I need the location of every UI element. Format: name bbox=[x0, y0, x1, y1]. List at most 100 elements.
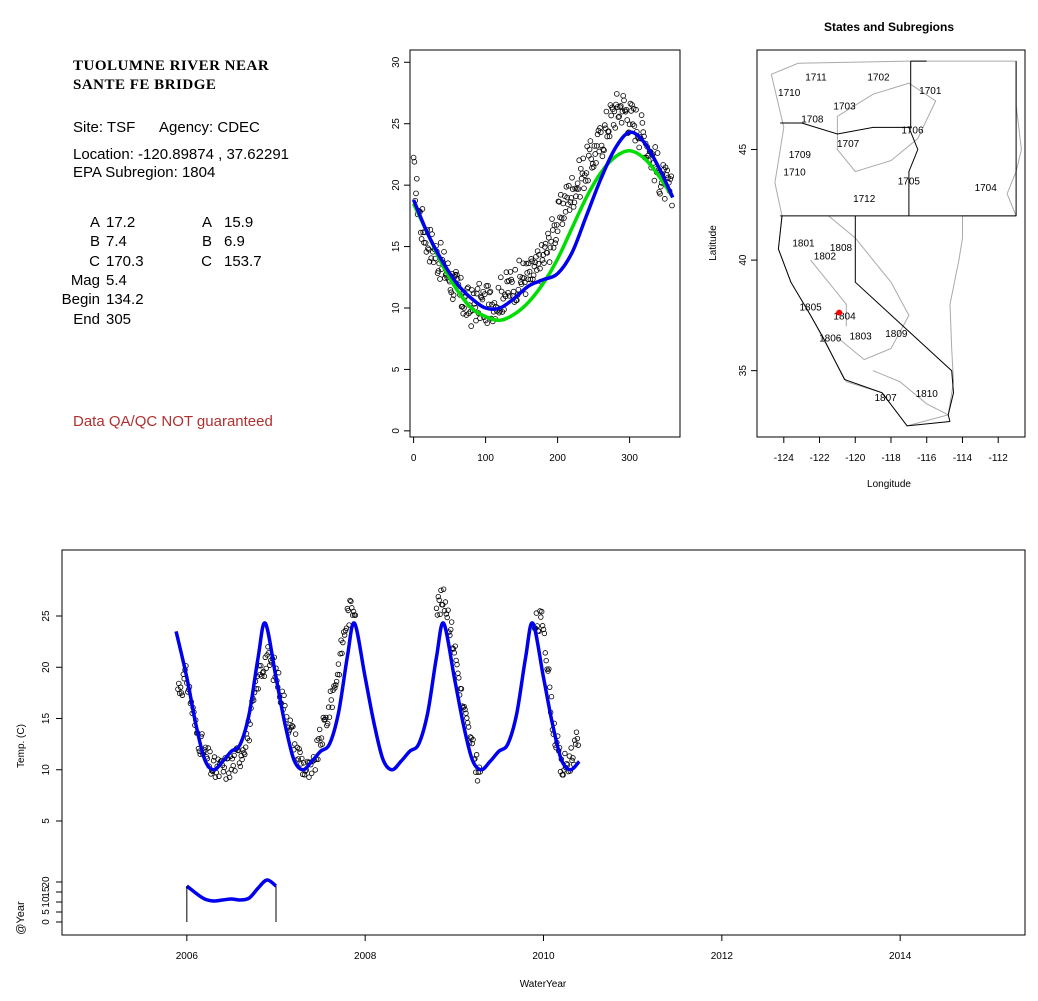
timeseries-point bbox=[263, 665, 269, 672]
seasonal-point bbox=[502, 293, 509, 300]
timeseries-point bbox=[175, 686, 181, 692]
seasonal-point bbox=[548, 238, 554, 245]
seasonal-point bbox=[531, 263, 538, 270]
seasonal-point bbox=[441, 249, 447, 255]
timeseries-point bbox=[217, 761, 223, 767]
seasonal-point bbox=[563, 183, 570, 190]
param-value: 134.2 bbox=[106, 291, 144, 309]
seasonal-point bbox=[541, 244, 548, 250]
timeseries-point bbox=[569, 757, 575, 764]
timeseries-point bbox=[207, 748, 213, 755]
timeseries-point bbox=[568, 745, 574, 751]
timeseries-point bbox=[306, 774, 312, 780]
timeseries-point bbox=[337, 651, 343, 657]
timeseries-ylabel: Temp. (C) bbox=[16, 724, 27, 768]
seasonal-point bbox=[666, 188, 673, 194]
seasonal-point bbox=[469, 287, 475, 293]
seasonal-point bbox=[462, 293, 469, 299]
timeseries-point bbox=[554, 739, 560, 746]
seasonal-point bbox=[584, 143, 590, 150]
seasonal-point bbox=[496, 309, 503, 316]
timeseries-point bbox=[314, 737, 320, 744]
seasonal-point bbox=[654, 150, 661, 156]
seasonal-xtick-label: 200 bbox=[549, 453, 566, 464]
seasonal-point bbox=[461, 294, 468, 300]
seasonal-point bbox=[457, 292, 463, 298]
timeseries-point bbox=[292, 731, 299, 737]
param-value: 170.3 bbox=[106, 252, 144, 270]
seasonal-point bbox=[417, 208, 423, 215]
timeseries-xtick-label: 2006 bbox=[176, 951, 199, 962]
seasonal-point bbox=[645, 157, 652, 164]
param-label: End bbox=[73, 310, 100, 328]
timeseries-point bbox=[351, 612, 358, 618]
seasonal-point bbox=[497, 308, 503, 314]
seasonal-point bbox=[542, 240, 549, 247]
seasonal-point bbox=[487, 288, 494, 295]
seasonal-green-fit-line bbox=[412, 148, 675, 323]
seasonal-point bbox=[448, 289, 455, 296]
seasonal-point bbox=[428, 255, 435, 261]
timeseries-point bbox=[222, 755, 228, 761]
timeseries-point bbox=[227, 753, 234, 759]
timeseries-point bbox=[339, 650, 345, 657]
timeseries-point bbox=[322, 716, 328, 723]
map-xtick-label: -124 bbox=[774, 453, 794, 464]
map-subregion-label: 1801 bbox=[792, 238, 815, 249]
seasonal-point bbox=[477, 315, 483, 322]
seasonal-point bbox=[572, 185, 578, 192]
seasonal-point bbox=[560, 200, 566, 207]
seasonal-point bbox=[637, 134, 643, 140]
timeseries-point bbox=[464, 715, 470, 721]
timeseries-point bbox=[273, 665, 279, 671]
seasonal-point bbox=[628, 108, 634, 114]
timeseries-point bbox=[535, 628, 541, 634]
seasonal-point bbox=[463, 312, 470, 318]
seasonal-ytick-label: 20 bbox=[391, 179, 402, 191]
seasonal-point bbox=[504, 278, 511, 285]
seasonal-point bbox=[488, 315, 495, 322]
timeseries-point bbox=[344, 605, 351, 612]
subregion-text: EPA Subregion: 1804 bbox=[73, 164, 216, 181]
timeseries-point bbox=[328, 697, 334, 703]
timeseries-point bbox=[542, 650, 548, 656]
timeseries-point bbox=[235, 747, 242, 754]
timeseries-fit-line bbox=[174, 621, 581, 772]
timeseries-point bbox=[284, 724, 291, 731]
seasonal-point bbox=[468, 323, 475, 329]
timeseries-point bbox=[557, 768, 564, 775]
seasonal-point bbox=[665, 174, 671, 181]
seasonal-point bbox=[586, 146, 593, 153]
timeseries-point bbox=[309, 758, 316, 765]
seasonal-point bbox=[588, 156, 594, 162]
seasonal-point bbox=[613, 101, 619, 108]
seasonal-point bbox=[524, 270, 530, 276]
param-value: 305 bbox=[106, 310, 132, 328]
timeseries-point bbox=[572, 737, 578, 743]
timeseries-point bbox=[275, 670, 282, 676]
seasonal-point bbox=[641, 133, 647, 140]
seasonal-point bbox=[489, 301, 495, 308]
timeseries-point bbox=[331, 683, 337, 689]
timeseries-point bbox=[434, 612, 441, 618]
seasonal-point bbox=[638, 112, 645, 118]
seasonal-point bbox=[549, 227, 556, 233]
seasonal-point bbox=[483, 283, 490, 289]
seasonal-point bbox=[536, 251, 542, 258]
seasonal-point bbox=[511, 299, 518, 305]
seasonal-point bbox=[433, 248, 440, 255]
seasonal-ytick-label: 25 bbox=[391, 118, 402, 130]
seasonal-point bbox=[656, 189, 662, 195]
map-xtick-label: -118 bbox=[881, 453, 901, 464]
seasonal-point bbox=[617, 104, 623, 110]
timeseries-point bbox=[177, 684, 184, 690]
seasonal-point bbox=[585, 177, 591, 184]
map-xtick-label: -114 bbox=[953, 453, 973, 464]
station-title-line1: TUOLUMNE RIVER NEAR bbox=[73, 58, 270, 74]
seasonal-point bbox=[661, 166, 667, 173]
timeseries-point bbox=[258, 662, 264, 669]
timeseries-point bbox=[335, 661, 342, 667]
timeseries-point bbox=[541, 630, 548, 637]
seasonal-point bbox=[595, 127, 602, 134]
timeseries-point bbox=[533, 610, 540, 616]
